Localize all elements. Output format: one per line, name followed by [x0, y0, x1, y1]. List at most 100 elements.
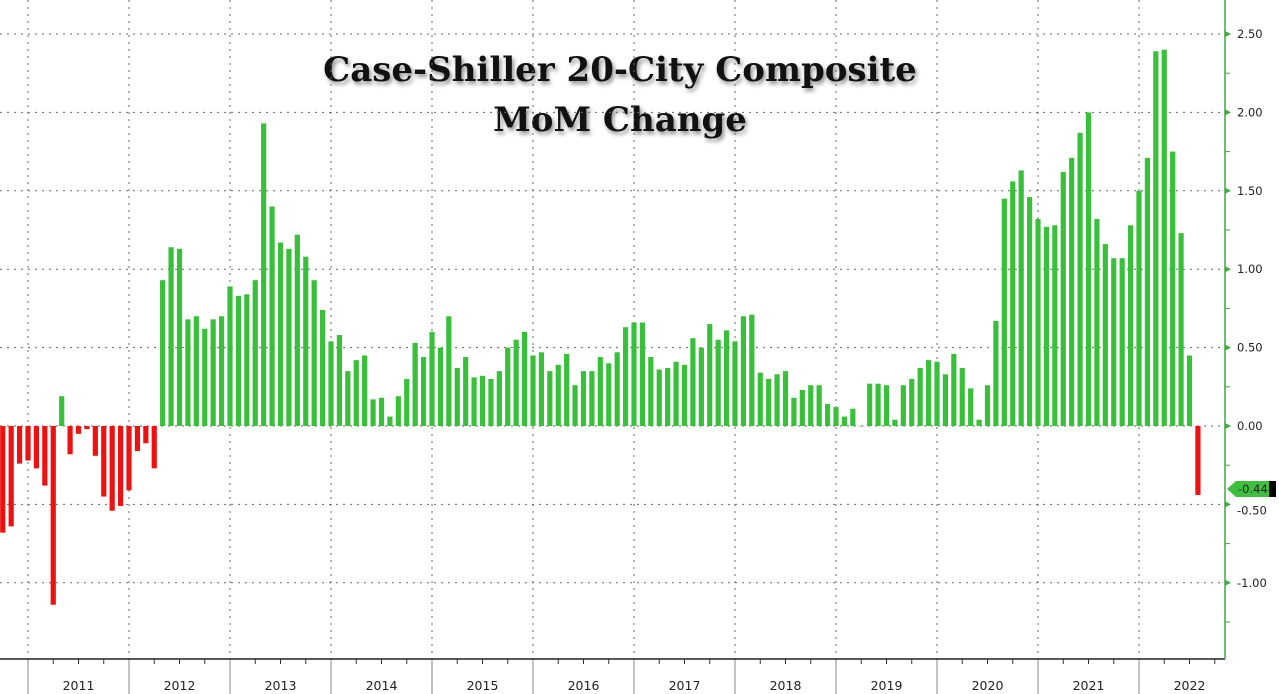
bar — [547, 371, 553, 426]
y-tick-label: -0.50 — [1237, 503, 1267, 517]
bar — [1001, 198, 1007, 426]
bar — [934, 361, 940, 426]
bar — [8, 426, 14, 527]
bar — [622, 327, 629, 426]
bar — [1136, 190, 1142, 426]
bar — [101, 426, 107, 497]
bar — [740, 316, 747, 426]
bar — [505, 347, 511, 426]
bar — [1102, 244, 1108, 426]
bar — [564, 353, 570, 426]
x-tick-label: 2017 — [669, 678, 701, 693]
bar — [917, 367, 923, 426]
bar — [782, 371, 789, 426]
bar — [892, 419, 898, 426]
bar — [1170, 151, 1176, 426]
x-tick-label: 2014 — [366, 678, 398, 693]
bar — [639, 322, 646, 426]
bar — [631, 322, 637, 426]
bar — [841, 416, 848, 426]
bar — [1026, 197, 1033, 426]
bar — [766, 378, 772, 426]
y-tick-label: 0.50 — [1237, 341, 1263, 355]
bar — [75, 426, 82, 434]
bar — [235, 295, 242, 426]
last-value-marker — [1227, 480, 1269, 497]
bar — [833, 407, 839, 426]
x-tick-label: 2019 — [871, 678, 903, 693]
bar — [1144, 157, 1151, 426]
chart-title: Case-Shiller 20-City Composite — [323, 50, 917, 90]
bar — [218, 316, 225, 426]
bar — [151, 426, 157, 469]
bar — [850, 408, 856, 426]
bar — [589, 371, 595, 426]
bar — [1069, 157, 1075, 426]
y-tick-marker — [1225, 501, 1231, 508]
bar — [488, 378, 494, 426]
bar — [0, 426, 6, 533]
bar — [202, 328, 208, 426]
bar — [875, 383, 881, 426]
bar — [951, 353, 957, 426]
bar — [286, 248, 292, 426]
bar — [698, 347, 704, 426]
y-tick-label: 2.00 — [1237, 105, 1263, 119]
bar — [244, 294, 250, 426]
bar — [1111, 258, 1117, 426]
bar — [412, 342, 418, 426]
bar — [799, 389, 805, 426]
bar — [227, 286, 233, 426]
bar — [723, 330, 730, 426]
bar — [84, 426, 90, 430]
bar — [715, 339, 721, 426]
bar — [479, 375, 486, 426]
bar — [1195, 426, 1201, 495]
x-tick-label: 2020 — [972, 678, 1004, 693]
x-tick-label: 2012 — [164, 678, 196, 693]
bar — [648, 357, 654, 426]
bar — [59, 396, 65, 426]
bar — [336, 335, 343, 426]
bar — [909, 378, 915, 426]
x-tick-label: 2011 — [63, 678, 95, 693]
x-tick-label: 2022 — [1174, 678, 1206, 693]
bar — [791, 397, 797, 426]
bar — [454, 367, 460, 426]
bar — [193, 316, 199, 426]
y-tick-label: 2.50 — [1237, 27, 1263, 41]
chart-subtitle: MoM Change — [493, 100, 747, 140]
y-tick-marker — [1225, 423, 1231, 429]
bar — [437, 347, 444, 426]
bar — [319, 309, 326, 426]
bar — [858, 426, 864, 427]
y-tick-label: 1.00 — [1237, 262, 1263, 276]
bar — [521, 331, 528, 426]
bar — [530, 355, 536, 426]
bar — [555, 364, 561, 426]
bar — [126, 426, 132, 491]
bar — [749, 314, 755, 426]
x-tick-label: 2016 — [568, 678, 600, 693]
bar — [665, 367, 671, 426]
bar — [42, 426, 48, 486]
y-tick-marker — [1225, 344, 1231, 351]
bar — [185, 319, 191, 426]
x-tick-label: 2013 — [265, 678, 297, 693]
y-tick-label: -1.00 — [1237, 576, 1267, 590]
bar — [1052, 225, 1058, 426]
y-tick-marker — [1225, 579, 1231, 586]
bar — [824, 404, 831, 426]
bar — [463, 357, 469, 426]
bar — [294, 234, 300, 426]
last-value-label: -0.44 — [1238, 482, 1268, 496]
bar — [1153, 51, 1159, 427]
bar — [303, 256, 309, 426]
bar — [471, 377, 477, 426]
bar — [353, 360, 359, 426]
bar — [1077, 132, 1083, 426]
bar — [25, 426, 31, 461]
bar — [328, 341, 334, 426]
bar — [50, 426, 56, 605]
bar — [1127, 225, 1134, 426]
